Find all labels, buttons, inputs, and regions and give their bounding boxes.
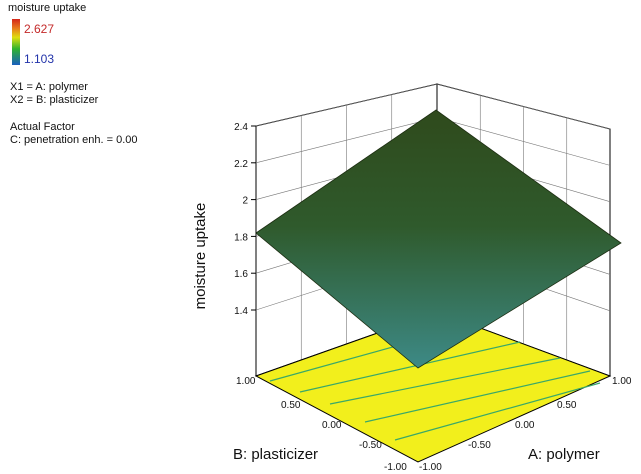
legend-title: moisture uptake	[8, 2, 87, 14]
actual-factor-heading: Actual Factor	[10, 121, 75, 133]
y-tick-1: 1.00	[236, 376, 256, 387]
x-tick-1: -1.00	[419, 462, 442, 473]
z-tick-label: 2.4	[234, 122, 248, 133]
floor-contour-line	[394, 382, 601, 441]
z-axis-label: moisture uptake	[192, 203, 209, 310]
z-axis-ticks: 1.4 1.6 1.8 2 2.2 2.4	[234, 122, 256, 317]
x-tick-5: 1.00	[612, 376, 632, 387]
wall-gridline-z	[255, 83, 611, 130]
actual-factor-value: C: penetration enh. = 0.00	[10, 134, 138, 146]
y-tick-5: -1.00	[384, 462, 407, 473]
factor-x1: X1 = A: polymer	[10, 81, 88, 93]
z-tick-label: 2.2	[234, 159, 248, 170]
legend-min-value: 1.103	[24, 52, 55, 66]
x-tick-4: 0.50	[557, 400, 577, 411]
z-tick-label: 1.6	[234, 269, 248, 280]
floor-contour-line	[364, 370, 591, 423]
z-tick-label: 2	[242, 196, 248, 207]
response-surface	[255, 109, 622, 369]
y-tick-3: 0.00	[322, 420, 342, 431]
legend-color-bar	[12, 19, 20, 65]
legend-max-value: 2.627	[24, 22, 55, 36]
y-tick-2: 0.50	[281, 400, 301, 411]
x-axis-label: A: polymer	[528, 446, 600, 463]
z-tick-label: 1.8	[234, 232, 248, 243]
y-axis-label: B: plasticizer	[233, 446, 318, 463]
x-tick-2: -0.50	[468, 440, 491, 451]
z-tick-label: 1.4	[234, 306, 248, 317]
floor-contour-line	[299, 341, 521, 393]
x-tick-3: 0.00	[515, 420, 535, 431]
y-tick-4: -0.50	[359, 440, 382, 451]
floor-contour-line	[329, 357, 561, 405]
factor-x2: X2 = B: plasticizer	[10, 94, 99, 106]
